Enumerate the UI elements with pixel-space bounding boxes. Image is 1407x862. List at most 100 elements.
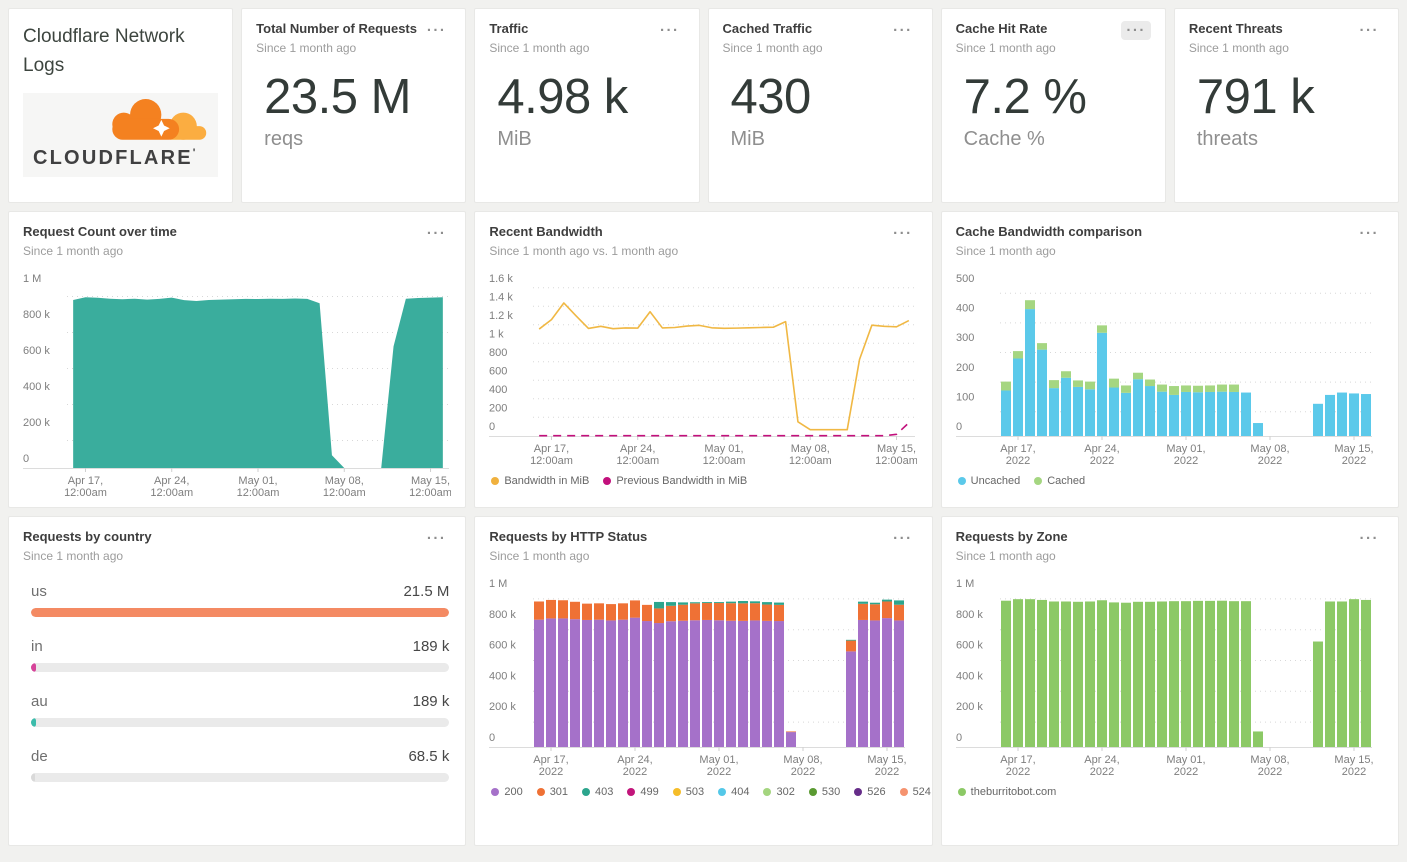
legend-item[interactable]: 301 — [536, 785, 569, 798]
bar-segment — [1048, 380, 1059, 389]
panel-menu-button[interactable]: ··· — [1355, 21, 1385, 40]
x-axis-label: 2022 — [1005, 455, 1029, 467]
legend-item[interactable]: theburritobot.com — [957, 785, 1057, 798]
panel-menu-button[interactable]: ··· — [888, 224, 918, 243]
bar-segment — [858, 619, 869, 747]
bar-segment — [618, 603, 629, 620]
legend-item[interactable]: 403 — [582, 786, 613, 798]
x-axis-label: Apr 17, — [1000, 754, 1035, 766]
top-row: Cloudflare Network Logs CLOUDFLARE' Tota… — [8, 8, 1399, 203]
x-axis-label: 2022 — [623, 766, 647, 778]
legend-item[interactable]: Uncached — [957, 475, 1020, 487]
bar-segment — [786, 731, 797, 732]
country-bar-track — [31, 717, 450, 727]
chart-legend: 200 301 403 499 503 404 302 530 526 524 — [489, 781, 931, 803]
panel-requests-by-country: Requests by country Since 1 month ago ··… — [8, 516, 467, 846]
legend-item[interactable]: 302 — [763, 786, 795, 798]
bar-segment — [1108, 602, 1119, 747]
bar-segment — [1156, 391, 1167, 436]
bar-segment — [714, 620, 725, 747]
bar-segment — [630, 617, 641, 747]
panel-title: Requests by HTTP Status — [489, 529, 648, 544]
legend-dot-icon — [582, 787, 591, 796]
x-axis-label: 12:00am — [875, 455, 917, 467]
bar-segment — [594, 619, 605, 747]
bar-segment — [1036, 343, 1047, 350]
bar-segment — [618, 619, 629, 747]
bar-segment — [654, 601, 665, 609]
stat-unit: Cache % — [963, 127, 1045, 150]
panel-menu-button[interactable]: ··· — [655, 21, 685, 40]
legend-item[interactable]: 530 — [808, 786, 840, 798]
legend-dot-icon — [957, 476, 966, 485]
panel-menu-button[interactable]: ··· — [1355, 224, 1385, 243]
legend-label: theburritobot.com — [970, 785, 1057, 798]
bar-segment — [738, 600, 749, 604]
legend-item[interactable]: Cached — [1034, 475, 1085, 487]
legend-item[interactable]: 200 — [491, 785, 523, 798]
legend-item[interactable]: Previous Bandwidth in MiB — [603, 475, 747, 487]
stat-value: 23.5 M — [264, 69, 411, 124]
legend-label: Previous Bandwidth in MiB — [616, 474, 748, 487]
bar-segment — [1048, 601, 1059, 747]
cloudflare-logo: CLOUDFLARE' — [23, 93, 219, 177]
bar-segment — [1000, 381, 1011, 391]
x-axis-label: 2022 — [1089, 455, 1113, 467]
panel-menu-button[interactable]: ··· — [422, 529, 452, 548]
bar-segment — [1096, 332, 1107, 436]
legend-item[interactable]: 526 — [854, 786, 886, 798]
panel-menu-button[interactable]: ··· — [888, 21, 918, 40]
bar-segment — [1180, 391, 1191, 436]
bar-segment — [1060, 371, 1071, 378]
legend-item[interactable]: 499 — [627, 785, 659, 798]
bottom-row: Requests by country Since 1 month ago ··… — [8, 516, 1399, 846]
y-axis-label: 400 — [489, 384, 507, 396]
legend-label: 200 — [504, 785, 523, 798]
chart-legend: Uncached Cached — [956, 470, 1384, 492]
legend-item[interactable]: 503 — [672, 786, 704, 798]
middle-row: Request Count over time Since 1 month ag… — [8, 211, 1399, 508]
legend-item[interactable]: Bandwidth in MiB — [491, 475, 589, 487]
requests-by-zone-chart: 1 M 800 k 600 k 400 k 200 k 0 Apr 17, 2022 Apr 2… — [955, 569, 1384, 779]
panel-menu-button[interactable]: ··· — [1121, 21, 1151, 40]
stat-value: 7.2 % — [963, 69, 1087, 124]
bar-segment — [1156, 601, 1167, 747]
bar-segment — [1252, 422, 1263, 436]
panel-title: Recent Bandwidth — [489, 224, 603, 239]
bar-segment — [1348, 599, 1359, 747]
y-axis-label: 200 — [489, 402, 507, 414]
legend-item[interactable]: 404 — [718, 786, 749, 798]
stat-value: 430 — [730, 69, 812, 124]
panel-requests-by-zone: Requests by Zone Since 1 month ago ··· 1… — [940, 516, 1399, 846]
country-row: au 189 k — [31, 693, 450, 727]
x-axis-label: Apr 17, — [68, 475, 103, 487]
bar-segment — [1012, 599, 1023, 747]
panel-menu-button[interactable]: ··· — [422, 21, 452, 40]
bar-segment — [846, 651, 857, 747]
bar-segment — [1156, 384, 1167, 392]
x-axis-label: 2022 — [1173, 455, 1197, 467]
panel-menu-button[interactable]: ··· — [888, 529, 918, 548]
panel-menu-button[interactable]: ··· — [1355, 529, 1385, 548]
x-axis-label: Apr 24, — [620, 443, 655, 455]
bar-segment — [714, 601, 725, 603]
bar-segment — [738, 603, 749, 621]
legend-item[interactable]: 524 — [899, 786, 931, 798]
bar-segment — [750, 601, 761, 604]
legend-dot-icon — [899, 787, 908, 796]
legend-label: 301 — [549, 785, 569, 798]
bar-segment — [702, 619, 713, 747]
panel-subtitle: Since 1 month ago — [489, 548, 590, 563]
x-axis-label: 12:00am — [789, 455, 832, 467]
line-series — [539, 422, 910, 437]
panel-menu-button[interactable]: ··· — [422, 224, 452, 243]
bar-segment — [726, 620, 737, 747]
bar-segment — [606, 603, 617, 621]
y-axis-label: 1 k — [489, 328, 504, 340]
panel-subtitle: Since 1 month ago — [23, 548, 124, 563]
legend-label: Cached — [1047, 474, 1086, 487]
legend-label: 499 — [640, 785, 659, 798]
y-axis-label: 0 — [956, 421, 962, 433]
y-axis-label: 1 M — [489, 578, 507, 590]
